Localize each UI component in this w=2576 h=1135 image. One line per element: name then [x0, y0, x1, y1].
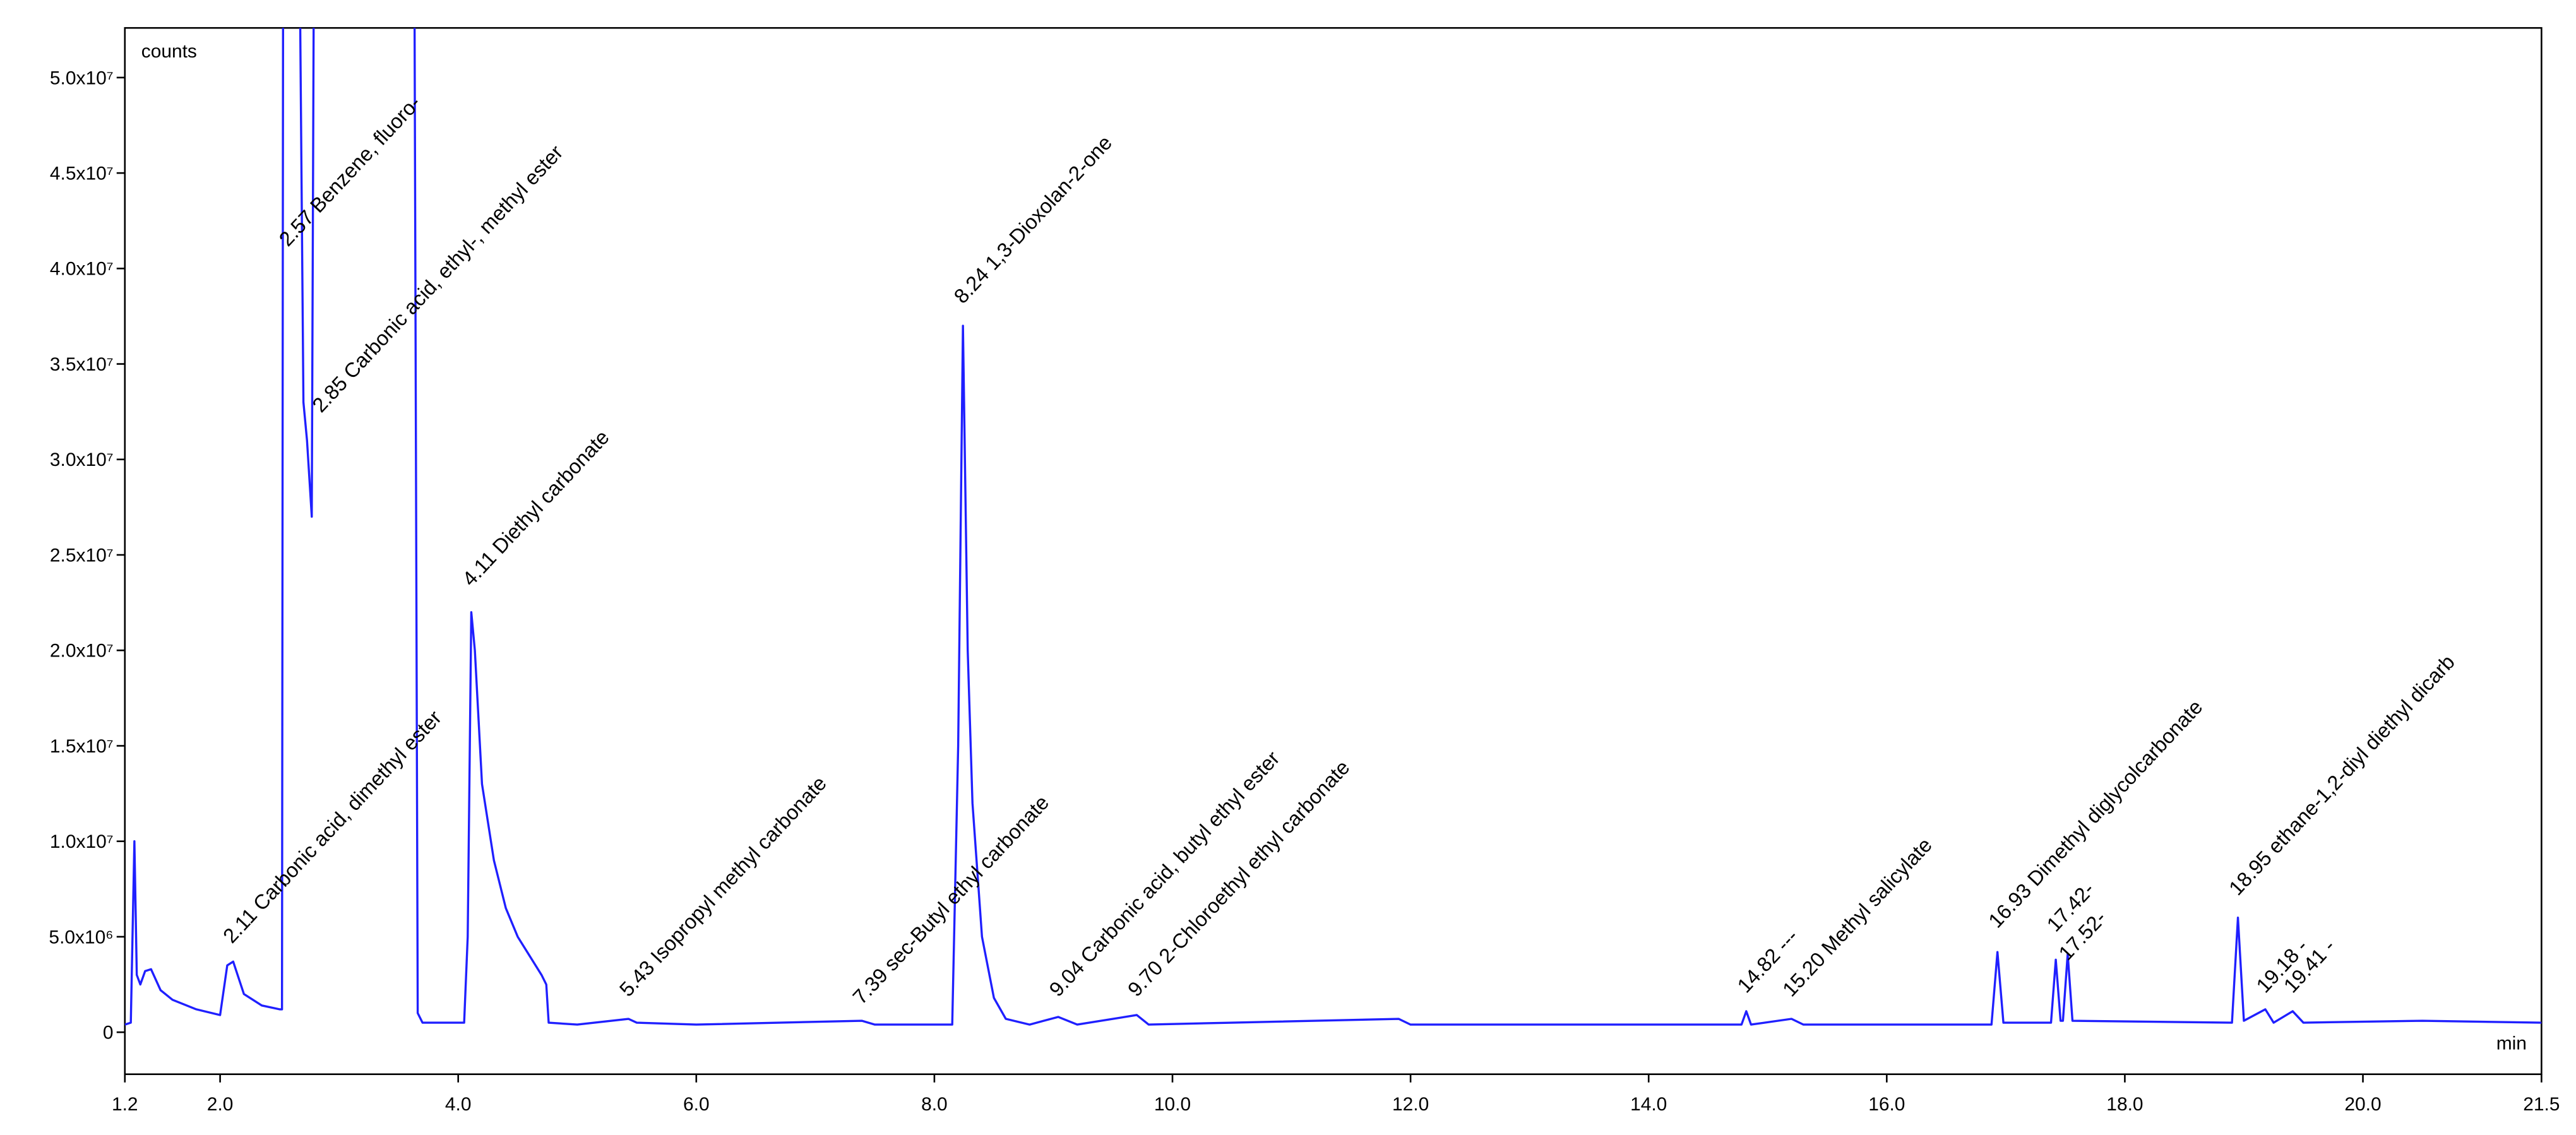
peak-label: 2.57 Benzene, fluoro-	[275, 92, 425, 251]
peak-label: 2.11 Carbonic acid, dimethyl ester	[218, 706, 446, 947]
plot-frame	[124, 27, 2543, 1076]
y-tick-label: 2.5x10⁷	[50, 545, 114, 566]
chromatogram-trace	[124, 28, 2542, 1026]
x-tick-label: 4.0	[445, 1094, 472, 1115]
peak-label: 8.24 1,3-Dioxolan-2-one	[950, 131, 1116, 308]
peak-label: 18.95 ethane-1,2-diyl diethyl dicarb	[2224, 651, 2459, 900]
x-tick-label: 6.0	[683, 1094, 710, 1115]
y-tick-label: 1.0x10⁷	[50, 831, 114, 852]
x-axis-label: min	[2496, 1033, 2527, 1054]
peak-label: 15.20 Methyl salicylate	[1778, 833, 1936, 1001]
plot-area	[124, 28, 2542, 1026]
y-tick-label: 4.0x10⁷	[50, 259, 114, 280]
peak-label: 4.11 Diethyl carbonate	[458, 425, 614, 590]
x-tick-label: 2.0	[207, 1094, 234, 1115]
x-tick-label: 12.0	[1392, 1094, 1429, 1115]
x-tick-label: 14.0	[1630, 1094, 1667, 1115]
x-tick-label: 16.0	[1868, 1094, 1905, 1115]
y-tick-label: 0	[103, 1023, 114, 1043]
y-tick-label: 2.0x10⁷	[50, 641, 114, 662]
y-tick-label: 3.0x10⁷	[50, 449, 114, 470]
peak-label: 7.39 sec-Butyl ethyl carbonate	[849, 791, 1054, 1008]
x-tick-label: 21.5	[2523, 1094, 2560, 1115]
y-tick-label: 5.0x10⁷	[50, 68, 114, 88]
y-axis-label: counts	[141, 41, 197, 62]
x-tick-label: 20.0	[2344, 1094, 2381, 1115]
y-tick-label: 1.5x10⁷	[50, 736, 114, 757]
y-tick-label: 4.5x10⁷	[50, 163, 114, 184]
y-tick-label: 5.0x10⁶	[49, 927, 113, 948]
annotations: 2.11 Carbonic acid, dimethyl ester 2.57 B…	[218, 92, 2459, 1009]
x-tick-label: 10.0	[1154, 1094, 1191, 1115]
x-tick-label: 1.2	[112, 1094, 138, 1115]
y-tick-label: 3.5x10⁷	[50, 354, 114, 375]
peak-label: 5.43 Isopropyl methyl carbonate	[615, 772, 831, 1001]
x-tick-label: 18.0	[2106, 1094, 2143, 1115]
x-tick-label: 8.0	[921, 1094, 948, 1115]
